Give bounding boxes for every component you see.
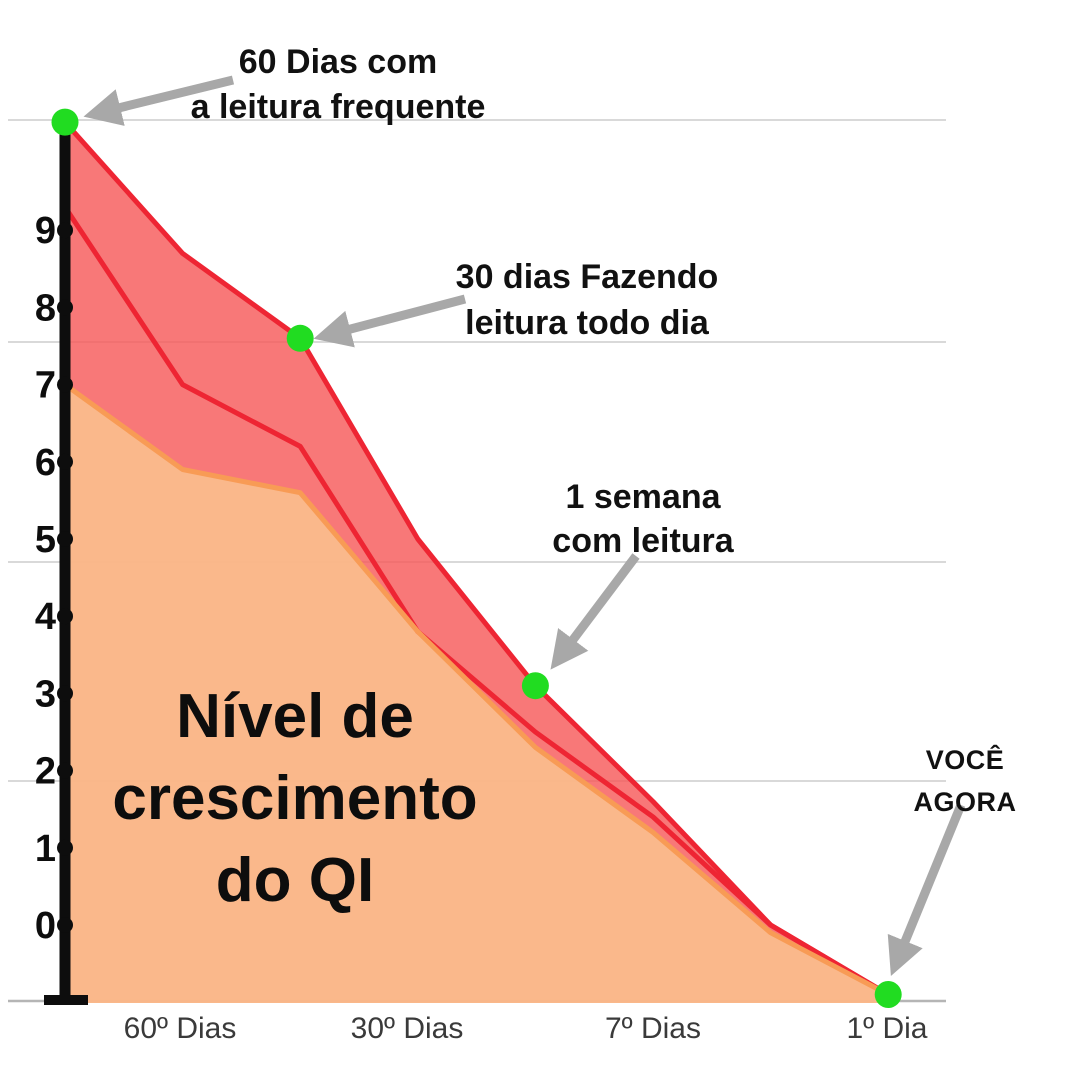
- annotation-30-dias: 30 dias Fazendo leitura todo dia: [437, 254, 737, 346]
- milestone-dot: [286, 324, 314, 352]
- crescimento-medio-line: [62, 204, 891, 997]
- milestone-dot: [874, 981, 902, 1008]
- milestone-dot: [521, 672, 549, 700]
- y-tick-dot: [57, 917, 73, 933]
- annotation-arrow: [313, 294, 467, 348]
- y-tick-dot: [57, 608, 73, 625]
- y-axis: 9 8 7 6 5 4 3 2 1 0: [35, 122, 88, 1005]
- crescimento-sem-leitura-fill: [65, 384, 889, 1004]
- y-tick-label: 1: [35, 828, 56, 870]
- annotation-arrow: [83, 75, 235, 126]
- chart-title-line2: crescimento: [112, 764, 478, 833]
- y-tick-label: 0: [35, 905, 56, 947]
- chart-title: Nível de crescimento do QI: [100, 676, 490, 922]
- x-axis-label-1-dia: 1º Dia: [846, 1012, 928, 1045]
- annotation-60-dias: 60 Dias com a leitura frequente: [188, 40, 488, 130]
- annotation-1-semana-line1: 1 semana: [565, 478, 721, 516]
- x-axis-label-30-dias: 30º Dias: [350, 1012, 464, 1045]
- annotation-voce-agora-line2: AGORA: [913, 787, 1017, 817]
- x-axis-label-7-dias: 7º Dias: [605, 1012, 701, 1045]
- annotation-60-dias-line2: a leitura frequente: [190, 88, 486, 126]
- y-tick-dot: [57, 222, 73, 239]
- annotation-30-dias-line1: 30 dias Fazendo: [455, 258, 719, 296]
- y-tick-dot: [57, 453, 73, 470]
- y-tick-label: 6: [35, 442, 56, 484]
- annotation-30-dias-line2: leitura todo dia: [465, 304, 709, 342]
- y-tick-label: 5: [35, 519, 56, 561]
- annotation-1-semana-line2: com leitura: [552, 522, 734, 560]
- y-tick-dot: [57, 685, 73, 702]
- annotation-arrow: [550, 553, 640, 670]
- y-tick-label: 3: [35, 673, 56, 715]
- crescimento-sem-leitura-line: [62, 382, 891, 997]
- y-tick-dot: [57, 299, 73, 316]
- annotation-1-semana: 1 semana com leitura: [503, 475, 783, 563]
- annotation-voce-agora: VOCÊ AGORA: [875, 739, 1055, 823]
- milestone-markers: [51, 108, 902, 1008]
- annotation-arrows: [83, 75, 966, 976]
- annotation-voce-agora-line1: VOCÊ: [925, 745, 1005, 775]
- y-tick-label: 7: [35, 365, 56, 407]
- annotation-arrow: [887, 803, 966, 976]
- y-tick-dot: [57, 762, 73, 779]
- y-tick-label: 9: [35, 210, 56, 252]
- chart-title-line3: do QI: [215, 846, 375, 915]
- y-tick-label: 8: [35, 287, 56, 329]
- y-tick-label: 4: [35, 596, 56, 638]
- y-tick-dot: [57, 531, 73, 547]
- annotation-60-dias-line1: 60 Dias com: [238, 43, 438, 81]
- chart-title-line1: Nível de: [176, 682, 414, 751]
- y-tick-dot: [57, 839, 73, 856]
- x-axis-label-60-dias: 60º Dias: [123, 1012, 237, 1045]
- y-tick-label: 2: [35, 751, 56, 793]
- y-tick-dot: [57, 376, 73, 393]
- milestone-dot: [51, 108, 79, 136]
